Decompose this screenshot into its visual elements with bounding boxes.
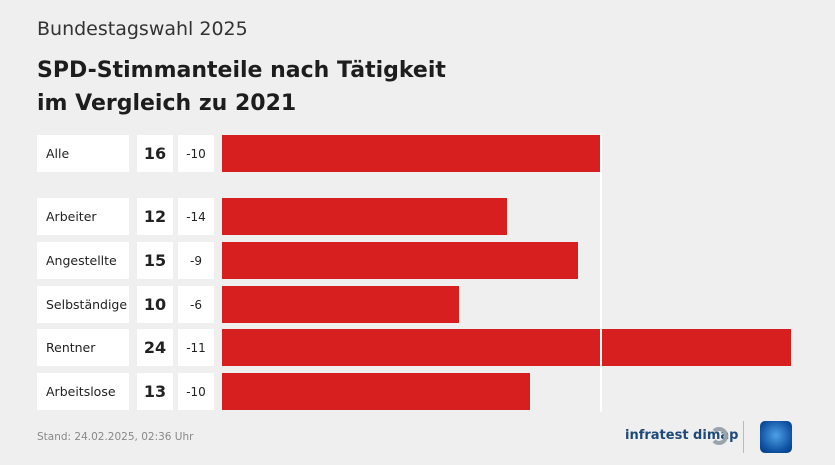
bar-row: Arbeiter 12 -14 bbox=[0, 198, 835, 235]
bar-row: Alle 16 -10 bbox=[0, 135, 835, 172]
category-label: Arbeiter bbox=[37, 198, 129, 235]
title-line-1: SPD-Stimmanteile nach Tätigkeit bbox=[37, 58, 446, 83]
bar bbox=[222, 373, 531, 410]
category-label: Rentner bbox=[37, 329, 129, 366]
bar bbox=[222, 329, 791, 366]
chart-title: SPD-Stimmanteile nach Tätigkeit im Vergle… bbox=[37, 54, 446, 120]
category-label: Selbständige bbox=[37, 286, 129, 323]
timestamp: Stand: 24.02.2025, 02:36 Uhr bbox=[37, 431, 194, 443]
bar-row: Angestellte 15 -9 bbox=[0, 242, 835, 279]
change-label: -10 bbox=[178, 373, 214, 410]
value-label: 12 bbox=[137, 198, 173, 235]
value-label: 10 bbox=[137, 286, 173, 323]
bar-row: Arbeitslose 13 -10 bbox=[0, 373, 835, 410]
change-label: -9 bbox=[178, 242, 214, 279]
infratest-dimap-logo-icon bbox=[710, 427, 728, 445]
category-label: Alle bbox=[37, 135, 129, 172]
tagesschau-logo-icon bbox=[760, 421, 792, 453]
change-label: -10 bbox=[178, 135, 214, 172]
bar bbox=[222, 242, 578, 279]
subtitle: Bundestagswahl 2025 bbox=[37, 18, 248, 40]
divider bbox=[743, 421, 744, 453]
change-label: -6 bbox=[178, 286, 214, 323]
category-label: Arbeitslose bbox=[37, 373, 129, 410]
change-label: -14 bbox=[178, 198, 214, 235]
category-label: Angestellte bbox=[37, 242, 129, 279]
bar bbox=[222, 135, 602, 172]
value-label: 24 bbox=[137, 329, 173, 366]
change-label: -11 bbox=[178, 329, 214, 366]
bar-row: Rentner 24 -11 bbox=[0, 329, 835, 366]
value-label: 15 bbox=[137, 242, 173, 279]
bar bbox=[222, 198, 507, 235]
title-line-2: im Vergleich zu 2021 bbox=[37, 91, 297, 116]
bar bbox=[222, 286, 460, 323]
value-label: 13 bbox=[137, 373, 173, 410]
bar-row: Selbständige 10 -6 bbox=[0, 286, 835, 323]
value-label: 16 bbox=[137, 135, 173, 172]
reference-line bbox=[600, 134, 603, 412]
